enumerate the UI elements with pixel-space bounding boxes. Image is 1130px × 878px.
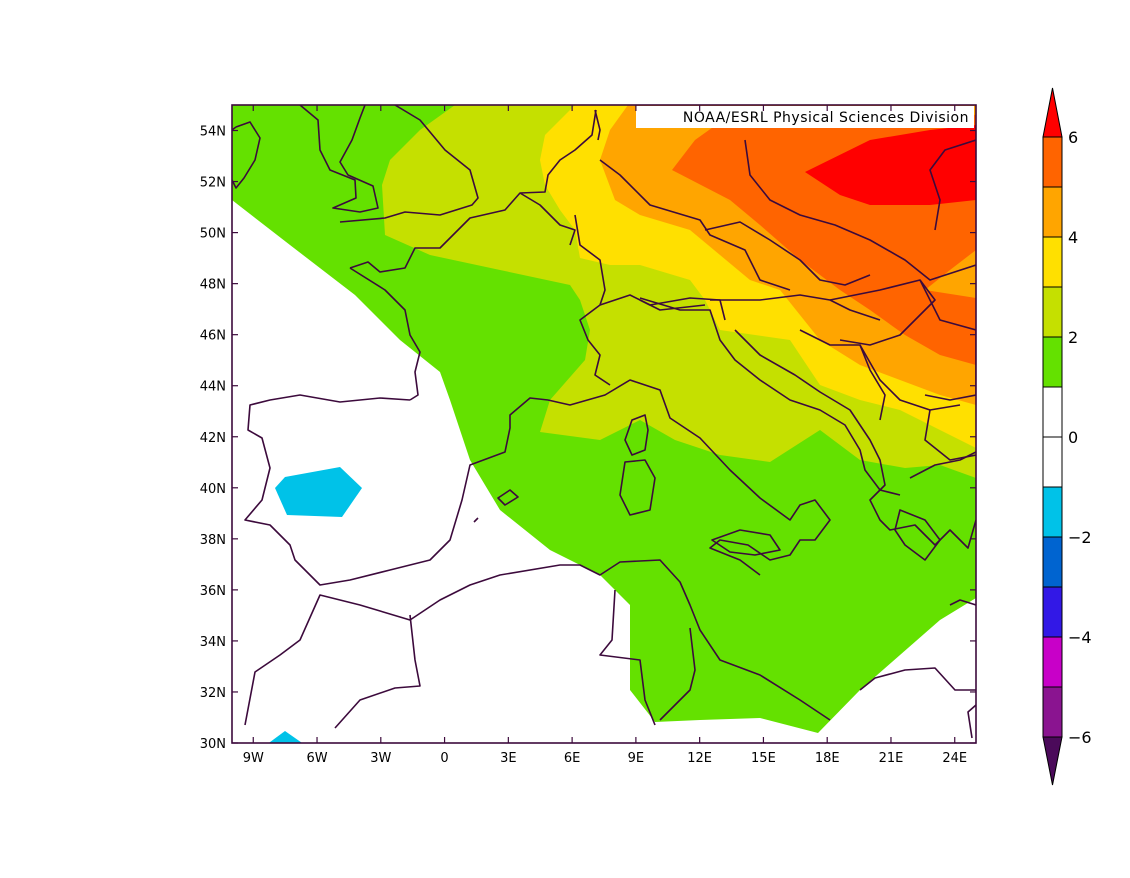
coast-balearics	[473, 489, 519, 523]
colorbar-min-arrow	[1042, 736, 1063, 786]
lon-tick-label: 9E	[628, 751, 645, 766]
coast-balkans	[734, 329, 976, 549]
border-romania	[919, 279, 976, 401]
lat-tick-label: 46N	[200, 329, 226, 344]
lon-tick-label: 3E	[500, 751, 517, 766]
colorbar-label: −4	[1068, 628, 1092, 647]
colorbar-swatch	[1042, 286, 1063, 338]
coast-turkey	[949, 599, 976, 606]
coast-greece	[894, 509, 941, 561]
lat-tick-label: 40N	[200, 482, 226, 497]
border-balkans-inner	[799, 329, 886, 421]
border-poland	[744, 139, 976, 281]
coast-north-africa	[244, 559, 831, 726]
lon-tick-label: 18E	[815, 751, 840, 766]
lon-tick-label: 6E	[564, 751, 581, 766]
lon-tick-label: 24E	[942, 751, 967, 766]
lat-tick-label: 48N	[200, 278, 226, 293]
colorbar-max-arrow	[1042, 87, 1063, 138]
map-frame	[231, 104, 977, 744]
border-algeria-tunisia	[599, 589, 656, 726]
colorbar-label: 0	[1068, 428, 1078, 447]
lat-tick-label: 32N	[200, 686, 226, 701]
colorbar-label: 6	[1068, 128, 1078, 147]
credit-box: NOAA/ESRL Physical Sciences Division	[636, 106, 974, 128]
border-serbia	[859, 344, 961, 411]
contour-band-5-6	[805, 125, 976, 205]
colorbar-swatch	[1042, 536, 1063, 588]
coast-gulf-lion	[547, 379, 831, 576]
border-denmark	[594, 109, 601, 141]
border-swiss	[599, 294, 726, 321]
lon-tick-label: 9W	[243, 751, 264, 766]
lat-tick-label: 38N	[200, 533, 226, 548]
border-tunisia-libya	[659, 627, 696, 721]
lon-tick-label: 6W	[306, 751, 327, 766]
coastlines-borders	[232, 105, 976, 739]
lon-tick-label: 3W	[370, 751, 391, 766]
colorbar-label: 2	[1068, 328, 1078, 347]
border-morocco	[334, 614, 421, 729]
colorbar: 6 4 2 0 −2 −4 −6	[1042, 87, 1092, 786]
contour-band-neg-2-1-south	[268, 731, 303, 743]
border-austria	[710, 294, 881, 321]
colorbar-swatch	[1042, 336, 1063, 388]
border-ukraine	[929, 139, 976, 231]
colorbar-swatch	[1042, 686, 1063, 738]
border-czech	[704, 221, 871, 286]
border-germany-east	[599, 159, 791, 291]
lon-tick-label: 21E	[879, 751, 904, 766]
coast-gb-south	[339, 105, 479, 223]
coast-libya-east	[967, 704, 976, 739]
axes: 9W 6W 3W 0 3E 6E 9E 12E 15E 18E 21E 24E 54N 52N 50N 48N…	[200, 105, 976, 766]
lat-tick-label: 30N	[200, 737, 226, 752]
border-benelux	[519, 192, 576, 246]
coast-sicily	[711, 529, 781, 556]
lat-tick-label: 42N	[200, 431, 226, 446]
lat-tick-label: 44N	[200, 380, 226, 395]
coast-corsica	[624, 414, 649, 456]
lat-tick-label: 34N	[200, 635, 226, 650]
lat-tick-label: 54N	[200, 125, 226, 140]
colorbar-swatch	[1042, 386, 1063, 438]
colorbar-swatch	[1042, 136, 1063, 188]
credit-text: NOAA/ESRL Physical Sciences Division	[683, 110, 969, 126]
lon-tick-label: 0	[440, 751, 448, 766]
lat-tick-label: 50N	[200, 227, 226, 242]
anomaly-fills	[232, 105, 976, 743]
coast-france-north	[349, 109, 597, 273]
border-france-germany	[574, 214, 611, 386]
lon-tick-label: 15E	[751, 751, 776, 766]
colorbar-label: −2	[1068, 528, 1092, 547]
border-bulgaria	[924, 409, 976, 461]
coast-france-west	[349, 267, 421, 401]
lat-tick-label: 52N	[200, 176, 226, 191]
border-hungary	[829, 279, 936, 346]
colorbar-swatch	[1042, 436, 1063, 488]
colorbar-label: −6	[1068, 728, 1092, 747]
coast-great-britain	[299, 105, 379, 213]
coast-italy-adriatic	[639, 297, 901, 496]
coast-sardinia	[619, 459, 656, 516]
coast-libya	[859, 667, 976, 691]
contour-band-neg-2-1	[275, 467, 362, 517]
colorbar-swatch	[1042, 236, 1063, 288]
colorbar-swatch	[1042, 486, 1063, 538]
border-italy-alps	[639, 299, 706, 311]
colorbar-label: 4	[1068, 228, 1078, 247]
lon-tick-label: 12E	[687, 751, 712, 766]
colorbar-swatch	[1042, 186, 1063, 238]
lat-tick-label: 36N	[200, 584, 226, 599]
colorbar-swatch	[1042, 586, 1063, 638]
colorbar-swatch	[1042, 636, 1063, 688]
coast-iberia	[244, 394, 549, 586]
